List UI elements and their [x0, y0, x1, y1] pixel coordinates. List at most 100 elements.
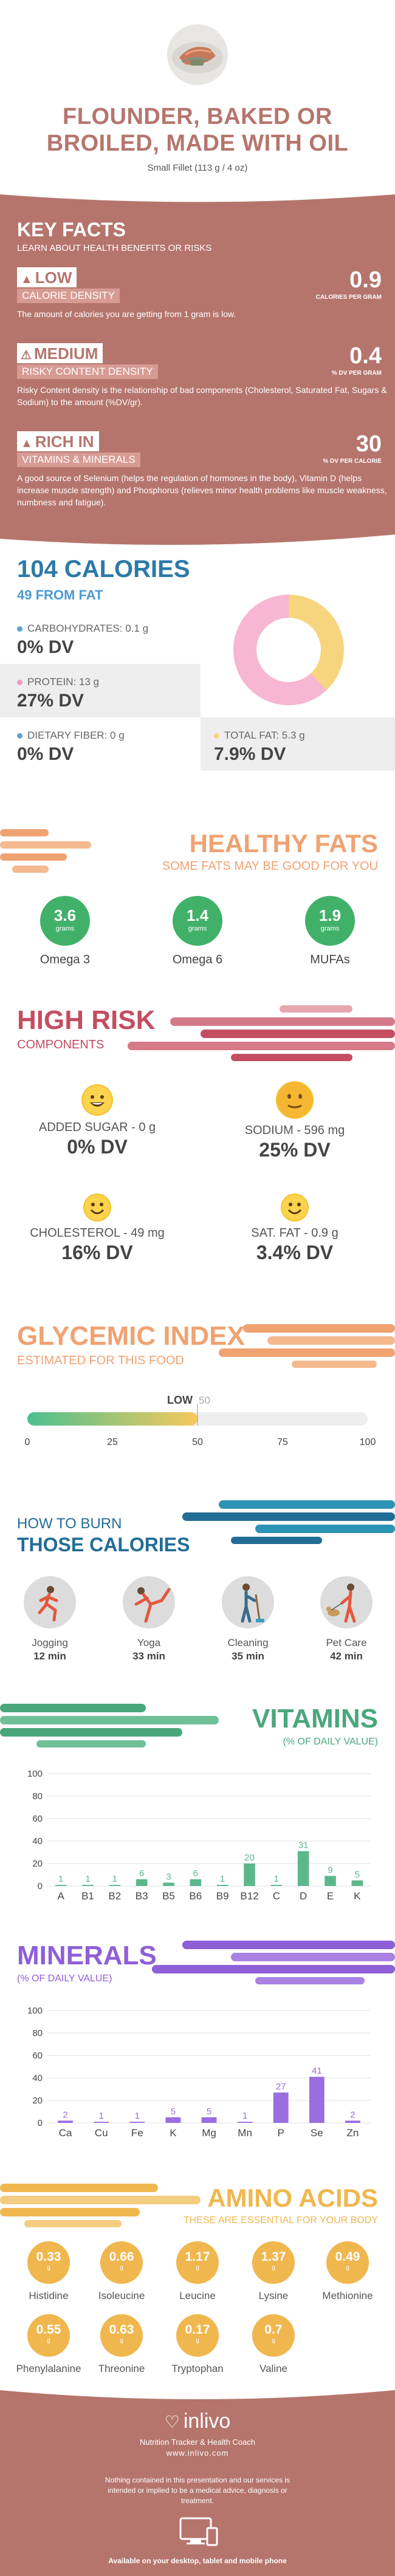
bar	[58, 2120, 73, 2123]
category-label: Se	[311, 2127, 323, 2139]
bar	[270, 1885, 283, 1886]
fat-omega-6: 1.4 grams Omega 6	[158, 896, 237, 967]
minerals-section: MINERALS (% OF DAILY VALUE) 0 20 40 60 80 100…	[0, 1929, 395, 2171]
amino-stripes	[0, 2184, 201, 2227]
healthy-fats-section: HEALTHY FATS SOME FATS MAY BE GOOD FOR Y…	[0, 793, 395, 993]
devices-icon	[179, 2517, 218, 2546]
healthy-fats-subtitle: SOME FATS MAY BE GOOD FOR YOU	[162, 859, 378, 873]
bar-value-label: 1	[220, 1874, 225, 1884]
bar	[244, 1864, 255, 1886]
category-label: B6	[189, 1890, 202, 1902]
header-section: FLOUNDER, BAKED OR BROILED, MADE WITH OI…	[0, 0, 395, 182]
amino-acids-subtitle: THESE ARE ESSENTIAL FOR YOUR BODY	[183, 2215, 378, 2226]
happy-face-icon	[81, 1084, 113, 1116]
bar	[55, 1885, 67, 1886]
burn-title: THOSE CALORIES	[17, 1534, 190, 1556]
fact-category: RISKY CONTENT DENSITY	[17, 364, 158, 379]
fact-category: VITAMINS & MINERALS	[17, 453, 140, 467]
bar	[165, 2117, 181, 2123]
category-label: B3	[136, 1890, 148, 1902]
risk-added-sugar: ADDED SUGAR - 0 g 0% DV	[6, 1084, 188, 1158]
y-tick-label: 0	[38, 2118, 43, 2128]
category-label: P	[278, 2127, 284, 2139]
up-arrow-icon: ▲	[21, 273, 33, 286]
bar	[136, 1879, 148, 1886]
carbs-dot-icon	[17, 626, 22, 632]
gi-tick-label: 0	[25, 1437, 30, 1447]
nutrient-fiber: DIETARY FIBER: 0 g 0% DV	[17, 729, 125, 764]
healthy-fats-title: HEALTHY FATS	[189, 829, 378, 858]
activity-jogging: Jogging 12 min	[7, 1576, 92, 1662]
category-label: B5	[162, 1890, 175, 1902]
page-title: FLOUNDER, BAKED OR BROILED, MADE WITH OI…	[0, 103, 395, 157]
bar	[345, 2120, 360, 2123]
fact-level: ▲ LOW	[17, 267, 77, 287]
disclaimer: Nothing contained in this presentation a…	[105, 2476, 290, 2505]
footer-wave	[0, 2384, 395, 2399]
bar-value-label: 5	[355, 1870, 360, 1880]
neutral-face-icon	[276, 1081, 314, 1119]
category-label: A	[57, 1890, 64, 1902]
gi-tick-label: 25	[107, 1437, 118, 1447]
amino-phenylalanine: 0.55 g Phenylalanine	[12, 2314, 85, 2375]
fact-calorie-density: ▲ LOW CALORIE DENSITY 0.9 CALORIES PER GR…	[17, 267, 382, 320]
high-risk-section: HIGH RISK COMPONENTS ADDED SUGAR - 0 g 0…	[0, 993, 395, 1309]
key-facts-wave	[0, 182, 395, 202]
activity-yoga: Yoga 33 min	[106, 1576, 191, 1662]
bar	[94, 2122, 109, 2123]
y-tick-label: 60	[32, 1814, 43, 1824]
gi-fill	[27, 1412, 197, 1426]
activity-cleaning: Cleaning 35 min	[205, 1576, 290, 1662]
calorie-donut-chart	[233, 595, 344, 705]
jogging-icon	[24, 1576, 76, 1628]
glycemic-title: GLYCEMIC INDEX	[17, 1321, 245, 1351]
happy-face-icon	[83, 1194, 111, 1221]
fact-vitamins-minerals: ▲ RICH IN VITAMINS & MINERALS 30 % DV PER…	[17, 431, 387, 508]
nutrient-carbohydrates: CARBOHYDRATES: 0.1 g 0% DV	[17, 623, 149, 657]
category-label: K	[354, 1890, 361, 1902]
category-label: B2	[108, 1890, 121, 1902]
fact-description: The amount of calories you are getting f…	[17, 309, 236, 319]
category-label: C	[273, 1890, 280, 1902]
food-image	[167, 24, 228, 85]
cleaning-icon	[222, 1576, 274, 1628]
gi-value-label: 50	[199, 1395, 210, 1406]
brand-logo[interactable]: ♡ inlivo	[164, 2410, 231, 2433]
fact-level: ⚠ MEDIUM	[17, 343, 103, 363]
minerals-bar-chart: 0 20 40 60 80 100 2 Ca 1 Cu 1 Fe 5 K 5 Mg 1 Mn 27 P 41 Se 2 Zn	[27, 2006, 371, 2139]
risk-sodium: SODIUM - 596 mg 25% DV	[204, 1081, 386, 1161]
brand-url[interactable]: www.inlivo.com	[166, 2448, 229, 2458]
bar	[351, 1880, 363, 1886]
fact-category: CALORIE DENSITY	[17, 289, 120, 303]
pet-care-icon	[320, 1576, 373, 1628]
warning-icon: ⚠	[21, 349, 32, 362]
category-label: Mn	[238, 2127, 252, 2139]
protein-dot-icon	[17, 680, 22, 686]
minerals-stripes	[152, 1941, 395, 1984]
fact-value: 30	[355, 431, 382, 457]
y-tick-label: 0	[38, 1881, 43, 1891]
calories-wave	[0, 531, 395, 545]
amino-threonine: 0.63 g Threonine	[85, 2314, 158, 2375]
bar-value-label: 5	[171, 2106, 176, 2117]
y-tick-label: 80	[32, 2028, 43, 2038]
vitamins-bar-chart: 0 20 40 60 80 100 1 A 1 B1 1 B2 6 B3 3 B5 6 B6 1 B9 20 B12 1 C 3…	[27, 1769, 371, 1902]
fat-dot-icon	[214, 733, 219, 739]
fact-unit: % DV PER CALORIE	[323, 458, 382, 465]
bar	[129, 2122, 145, 2123]
bar-value-label: 9	[328, 1865, 332, 1875]
y-tick-label: 100	[27, 2006, 43, 2016]
risk-saturated-fat: SAT. FAT - 0.9 g 3.4% DV	[204, 1194, 386, 1264]
up-arrow-icon: ▲	[21, 437, 33, 450]
bar-value-label: 2	[63, 2110, 67, 2120]
amino-tryptophan: 0.17 g Tryptophan	[161, 2314, 234, 2375]
bar	[163, 1882, 174, 1886]
bar	[273, 2093, 289, 2123]
yoga-icon	[123, 1576, 175, 1628]
bar-value-label: 1	[274, 1874, 279, 1884]
burn-section: HOW TO BURN THOSE CALORIES Jogging 12 mi…	[0, 1491, 395, 1692]
bar	[109, 1885, 121, 1886]
high-risk-title: HIGH RISK	[17, 1005, 156, 1035]
bar-value-label: 2	[350, 2110, 355, 2120]
bar-value-label: 1	[98, 2111, 103, 2121]
